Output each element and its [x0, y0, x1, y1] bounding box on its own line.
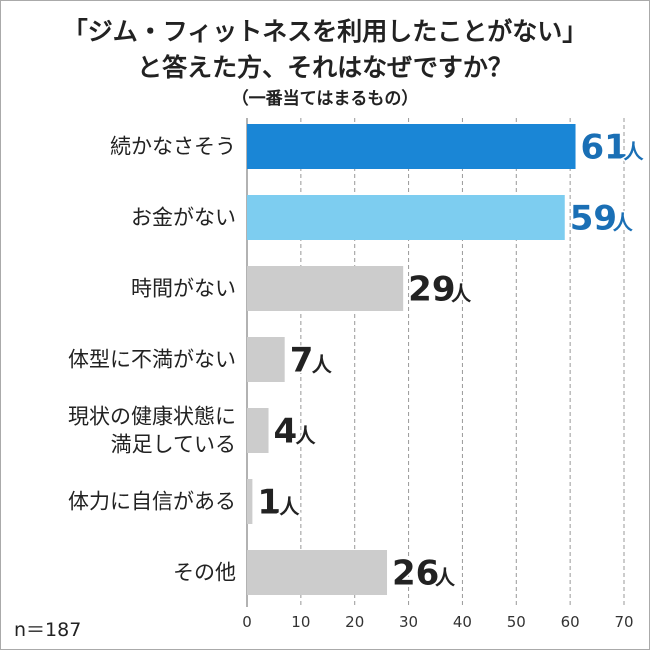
- bar: [247, 195, 565, 240]
- category-label: 満足している: [111, 433, 236, 457]
- bars: [247, 124, 576, 595]
- category-label: お金がない: [131, 206, 236, 230]
- value-unit-label: 人: [613, 211, 634, 235]
- bar: [247, 337, 285, 382]
- bar: [247, 479, 253, 524]
- x-tick-label: 40: [453, 613, 472, 631]
- x-tick-label: 30: [399, 613, 418, 631]
- chart-subtitle: （一番当てはまるもの）: [232, 88, 419, 109]
- category-labels: 続かなさそうお金がない時間がない体型に不満がない現状の健康状態に満足している体力…: [68, 135, 236, 585]
- x-tick-label: 50: [507, 613, 526, 631]
- x-tick-label: 0: [242, 613, 252, 631]
- bar: [247, 266, 404, 311]
- x-tick-label: 10: [291, 613, 310, 631]
- value-label: 26: [392, 554, 439, 594]
- value-unit-label: 人: [312, 353, 333, 377]
- value-label: 4: [274, 412, 298, 452]
- value-unit-label: 人: [279, 495, 300, 519]
- category-label: その他: [173, 561, 236, 585]
- value-unit-label: 人: [435, 566, 456, 590]
- sample-size-label: n＝187: [14, 619, 81, 641]
- category-label: 続かなさそう: [110, 135, 236, 159]
- value-unit-label: 人: [451, 282, 472, 306]
- value-label: 7: [290, 341, 314, 381]
- category-label: 時間がない: [131, 277, 236, 301]
- chart-title-line-2: と答えた方、それはなぜですか？: [137, 53, 513, 82]
- x-tick-label: 20: [345, 613, 364, 631]
- bar: [247, 550, 388, 595]
- chart-title: 「ジム・フィットネスを利用したことがない」 と答えた方、それはなぜですか？ （一…: [63, 17, 588, 109]
- value-label: 59: [570, 199, 617, 239]
- x-tick-label: 60: [561, 613, 580, 631]
- value-unit-label: 人: [624, 140, 645, 164]
- value-label: 1: [257, 483, 281, 523]
- value-unit-label: 人: [296, 424, 317, 448]
- chart-title-line-1: 「ジム・フィットネスを利用したことがない」: [63, 17, 588, 46]
- category-label: 体力に自信がある: [68, 490, 236, 514]
- bar: [247, 408, 269, 453]
- bar: [247, 124, 576, 169]
- x-axis-ticks: 0 10 20 30 40 50 60 70: [242, 613, 633, 631]
- x-tick-label: 70: [614, 613, 633, 631]
- category-label: 体型に不満がない: [68, 348, 236, 372]
- value-label: 61: [581, 128, 628, 168]
- category-label: 現状の健康状態に: [68, 405, 236, 429]
- value-label: 29: [408, 270, 455, 310]
